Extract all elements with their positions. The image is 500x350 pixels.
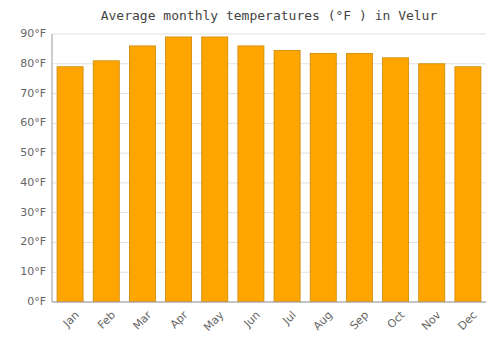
bar	[274, 50, 300, 302]
y-tick-label: 70°F	[20, 87, 46, 100]
x-tick-label: Apr	[168, 308, 191, 331]
x-axis-line	[52, 302, 486, 303]
x-tick-label: Mar	[130, 308, 154, 332]
x-tick-label: Dec	[455, 309, 479, 333]
bar	[383, 58, 409, 302]
bar	[346, 53, 372, 302]
bars	[57, 37, 481, 302]
bar	[455, 67, 481, 302]
x-tick-label: Aug	[311, 309, 335, 333]
y-tick-label: 40°F	[20, 176, 46, 189]
x-axis-labels: Jan Feb Mar Apr May Jun Jul Aug Sep Oct Nov Dec	[60, 308, 480, 334]
y-tick-label: 30°F	[20, 206, 46, 219]
x-tick-label: Feb	[95, 309, 118, 332]
y-tick-label: 60°F	[20, 116, 46, 129]
x-tick-label: Jan	[60, 309, 82, 331]
chart: 0°F 10°F 20°F 30°F 40°F 50°F 60°F 70°F 80°F 90°F J…	[0, 0, 500, 350]
bar	[310, 53, 336, 302]
bar	[57, 67, 83, 302]
y-axis-labels: 0°F 10°F 20°F 30°F 40°F 50°F 60°F 70°F 80°F 90°F	[20, 27, 46, 308]
title: Average monthly temperatures (°F ) in Ve…	[101, 8, 438, 23]
y-tick-label: 50°F	[20, 146, 46, 159]
y-tick-label: 10°F	[20, 265, 46, 278]
x-tick-label: Oct	[385, 308, 408, 331]
y-tick-label: 80°F	[20, 57, 46, 70]
y-axis-line	[52, 34, 53, 302]
grid-line	[52, 34, 486, 35]
x-tick-label: Sep	[347, 309, 371, 333]
grid-line	[52, 302, 486, 303]
x-tick-label: Jun	[241, 309, 263, 331]
bar	[93, 61, 119, 302]
bar	[419, 64, 445, 302]
x-tick-label: Nov	[419, 308, 444, 333]
bar	[129, 46, 155, 302]
x-tick-label: Jul	[280, 309, 299, 328]
chart-container: 0°F 10°F 20°F 30°F 40°F 50°F 60°F 70°F 80°F 90°F J…	[0, 0, 500, 350]
bar	[202, 37, 228, 302]
y-tick-label: 0°F	[27, 295, 46, 308]
x-tick-label: May	[201, 308, 227, 334]
bar	[238, 46, 264, 302]
y-tick-label: 20°F	[20, 235, 46, 248]
grid	[52, 34, 486, 302]
y-tick-label: 90°F	[20, 27, 46, 40]
bar	[166, 37, 192, 302]
